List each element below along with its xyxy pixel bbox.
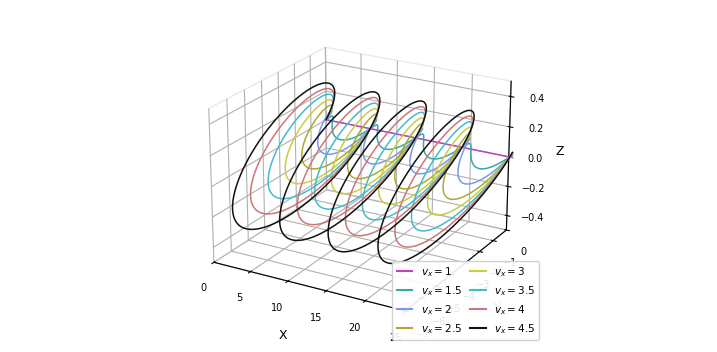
Y-axis label: Y: Y bbox=[494, 302, 502, 315]
Legend: $v_x=1$, $v_x=1.5$, $v_x=2$, $v_x=2.5$, $v_x=3$, $v_x=3.5$, $v_x=4$, $v_x=4.5$: $v_x=1$, $v_x=1.5$, $v_x=2$, $v_x=2.5$, … bbox=[392, 261, 539, 340]
X-axis label: X: X bbox=[278, 328, 288, 341]
